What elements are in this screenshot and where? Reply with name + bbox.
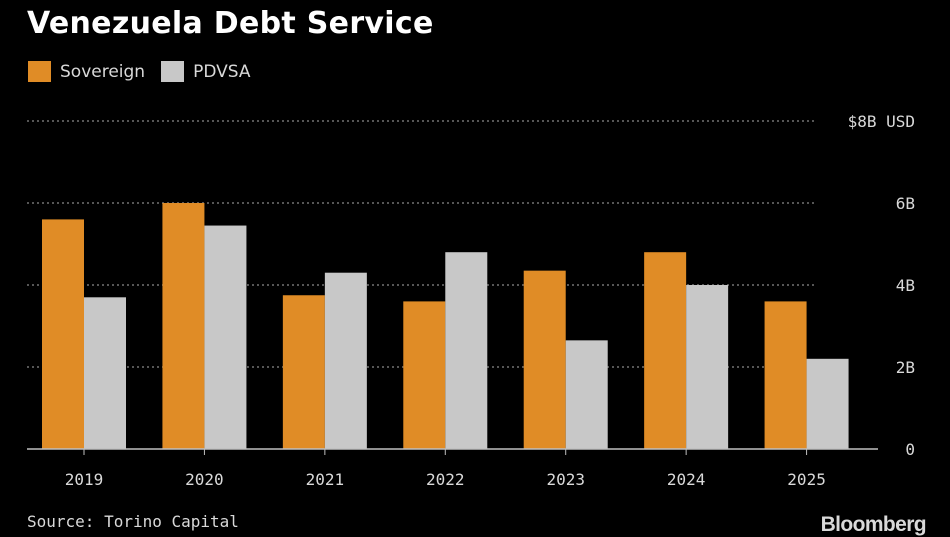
bar-sovereign-2023 [523,270,566,449]
x-tick-label-2025: 2025 [787,470,826,489]
bar-sovereign-2021 [282,295,325,449]
bar-pdvsa-2020 [204,225,247,449]
x-tick-label-2020: 2020 [185,470,224,489]
bar-pdvsa-2023 [565,340,608,449]
y-tick-label-0: 0 [905,440,915,459]
bar-pdvsa-2022 [445,252,488,449]
x-tick-label-2021: 2021 [306,470,345,489]
bloomberg-logo: Bloomberg [820,513,927,536]
bar-sovereign-2022 [403,301,446,449]
bar-pdvsa-2024 [686,285,729,449]
y-tick-label-6: 6B [896,194,915,213]
bar-sovereign-2020 [162,203,205,449]
bar-sovereign-2019 [42,219,84,449]
source-note: Source: Torino Capital [27,512,239,531]
bar-sovereign-2024 [644,252,687,449]
legend-item-sovereign: Sovereign [28,61,145,82]
chart-title: Venezuela Debt Service [27,6,434,41]
legend-swatch-sovereign [28,61,51,82]
bar-pdvsa-2025 [806,358,849,449]
y-tick-label-2: 2B [896,358,915,377]
x-tick-label-2019: 2019 [65,470,104,489]
x-tick-label-2022: 2022 [426,470,465,489]
bar-pdvsa-2019 [84,297,126,449]
legend-item-pdvsa: PDVSA [161,61,251,82]
x-tick-label-2024: 2024 [667,470,706,489]
bar-pdvsa-2021 [324,272,367,449]
legend-swatch-pdvsa [161,61,185,82]
y-tick-label-8: $8B USD [848,112,915,131]
x-tick-label-2023: 2023 [546,470,585,489]
chart-legend: Sovereign PDVSA [28,61,267,82]
y-tick-label-4: 4B [896,276,915,295]
legend-label-pdvsa: PDVSA [193,61,251,82]
legend-label-sovereign: Sovereign [60,61,146,82]
bar-sovereign-2025 [764,301,807,449]
